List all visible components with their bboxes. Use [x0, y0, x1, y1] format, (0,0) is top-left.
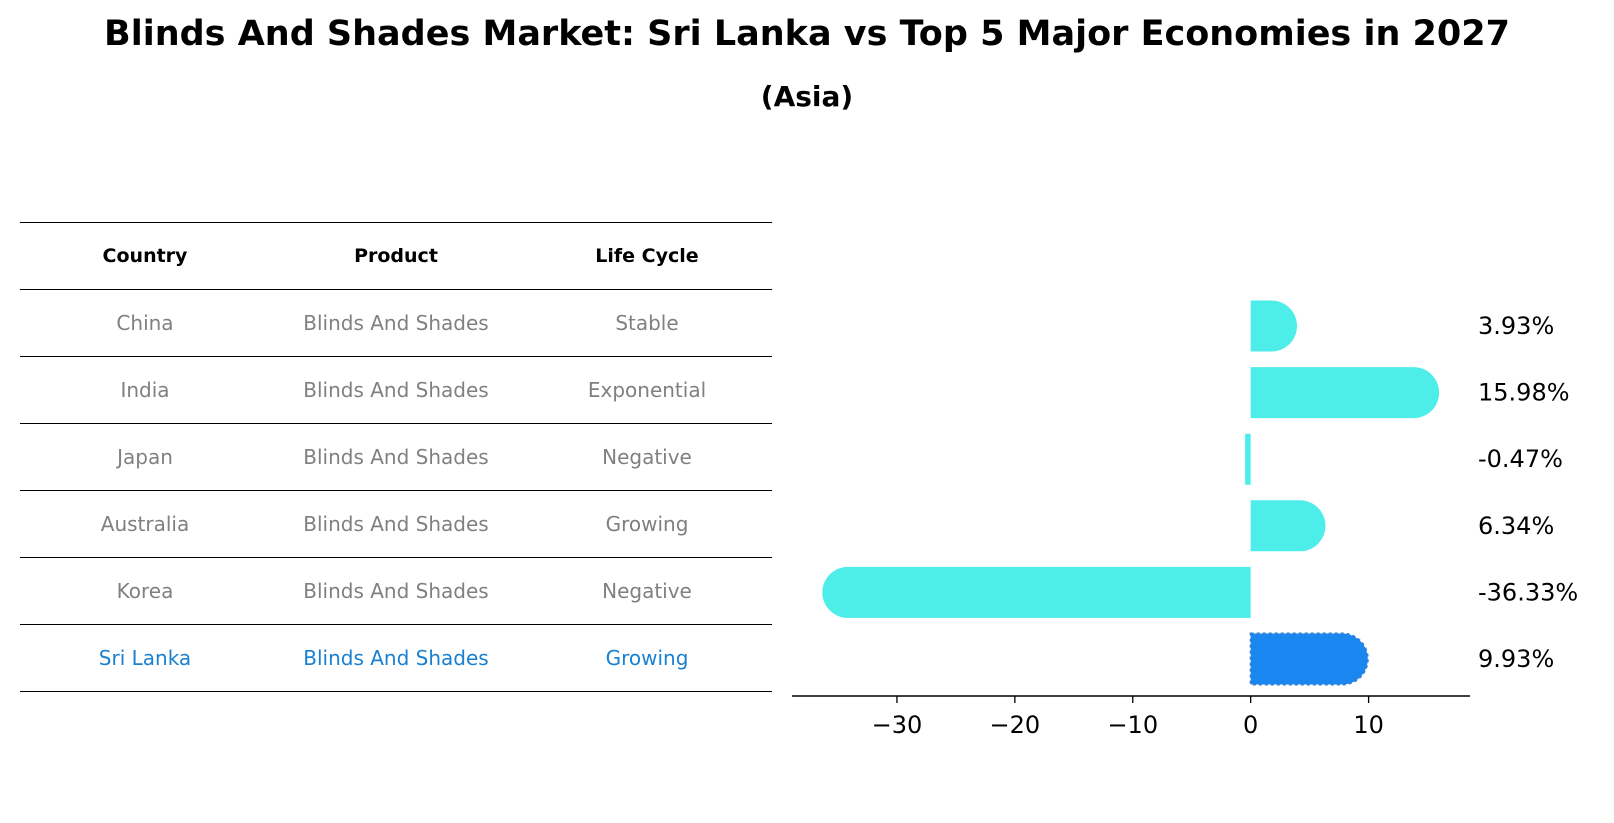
- table-row-highlight: Sri Lanka Blinds And Shades Growing: [20, 624, 772, 692]
- life-cycle-cell: Negative: [602, 579, 692, 603]
- header-product: Product: [354, 245, 438, 267]
- bar-india: [1250, 367, 1440, 419]
- life-cycle-cell: Exponential: [587, 378, 707, 402]
- product-cell: Blinds And Shades: [303, 445, 489, 469]
- value-label: 15.98%: [1478, 379, 1570, 407]
- life-cycle-cell: Negative: [602, 445, 692, 469]
- country-cell: China: [116, 311, 174, 335]
- bar-japan: [1245, 433, 1251, 485]
- country-cell: Japan: [117, 445, 173, 469]
- country-cell: Sri Lanka: [98, 646, 192, 670]
- table-row: Japan Blinds And Shades Negative: [20, 423, 772, 490]
- product-cell: Blinds And Shades: [303, 378, 489, 402]
- life-cycle-cell: Stable: [615, 311, 679, 335]
- product-cell: Blinds And Shades: [303, 646, 489, 670]
- x-tick-label: 10: [1353, 711, 1384, 739]
- product-cell: Blinds And Shades: [303, 311, 489, 335]
- product-cell: Blinds And Shades: [303, 512, 489, 536]
- life-cycle-cell: Growing: [605, 646, 689, 670]
- value-label: -36.33%: [1478, 578, 1578, 606]
- x-tick-label: 0: [1243, 711, 1258, 739]
- bar-korea: [822, 566, 1251, 618]
- bar-sri-lanka: [1249, 632, 1369, 686]
- product-cell: Blinds And Shades: [303, 579, 489, 603]
- chart-subtitle: (Asia): [760, 80, 854, 113]
- country-cell: Korea: [116, 579, 174, 603]
- country-table: Country Product Life Cycle China Blinds …: [20, 222, 772, 692]
- x-tick-label: −10: [1107, 711, 1158, 739]
- x-tick-label: −20: [990, 711, 1041, 739]
- table-row: India Blinds And Shades Exponential: [20, 356, 772, 423]
- table-row: Australia Blinds And Shades Growing: [20, 490, 772, 557]
- life-cycle-cell: Growing: [605, 512, 689, 536]
- table-header-row: Country Product Life Cycle: [20, 222, 772, 289]
- header-life-cycle: Life Cycle: [595, 245, 699, 267]
- table-row: China Blinds And Shades Stable: [20, 289, 772, 356]
- value-label: 9.93%: [1478, 645, 1554, 673]
- chart-title: Blinds And Shades Market: Sri Lanka vs T…: [104, 14, 1510, 54]
- value-label: 3.93%: [1478, 312, 1554, 340]
- table-row: Korea Blinds And Shades Negative: [20, 557, 772, 624]
- x-tick-label: −30: [872, 711, 923, 739]
- bar-australia: [1250, 500, 1326, 552]
- value-label: -0.47%: [1478, 445, 1563, 473]
- country-cell: India: [120, 378, 170, 402]
- header-country: Country: [102, 245, 188, 267]
- bar-china: [1250, 300, 1298, 352]
- country-cell: Australia: [100, 512, 190, 536]
- value-label: 6.34%: [1478, 512, 1554, 540]
